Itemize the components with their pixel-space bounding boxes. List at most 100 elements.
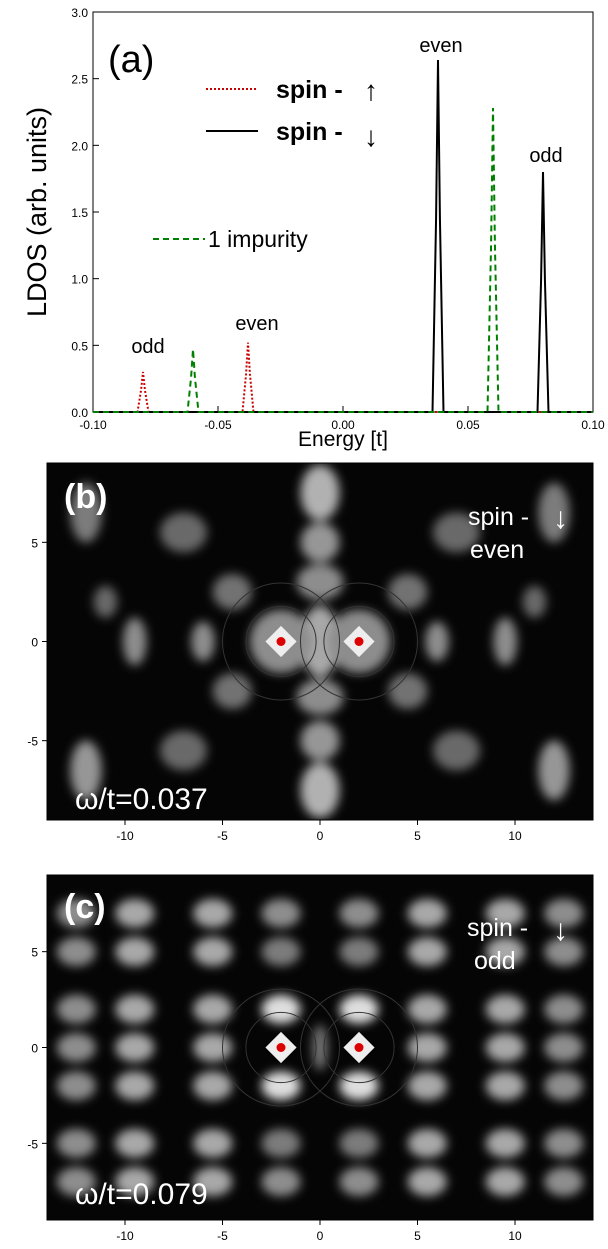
intensity-blob (407, 1167, 447, 1197)
intensity-blob (544, 1167, 584, 1197)
y-tick-label-a: 2.0 (71, 139, 88, 153)
y-tick-label-a: 0.0 (71, 406, 88, 420)
y-tick-label-b: 0 (31, 636, 38, 650)
x-tick-label-a: 0.00 (331, 418, 355, 432)
intensity-blob (339, 898, 379, 928)
x-tick-label-a: 0.10 (581, 418, 605, 432)
intensity-blob (538, 482, 570, 543)
y-tick-label-c: 0 (31, 1042, 38, 1056)
intensity-blob (193, 1033, 233, 1062)
y-tick-label-c: 5 (31, 946, 38, 960)
intensity-blob (300, 720, 340, 761)
y-ticks-c: 5 0 -5 (27, 946, 47, 1151)
x-tick-label-a: -0.05 (204, 418, 232, 432)
intensity-blob (300, 762, 340, 819)
intensity-blob (56, 937, 96, 967)
intensity-blob (485, 898, 525, 928)
panel-label-a: (a) (108, 39, 154, 81)
heatmap-intensity-b (70, 464, 570, 819)
x-axis-label-a: Energy [t] (298, 428, 388, 451)
intensity-blob (407, 1071, 447, 1101)
intensity-blob (56, 1128, 96, 1158)
spin-label-b: spin - (468, 503, 529, 531)
y-tick-label-b: -5 (27, 735, 38, 749)
intensity-blob (56, 1071, 96, 1101)
intensity-blob (115, 1033, 155, 1062)
series-line-a-1 (93, 59, 593, 413)
impurity-dot (354, 1043, 364, 1052)
x-tick-label-a: -0.10 (79, 418, 107, 432)
intensity-blob (544, 1071, 584, 1101)
annotation-odd-left: odd (131, 336, 164, 358)
x-tick-label-c: -10 (116, 1229, 134, 1243)
x-tick-label-a: 0.05 (456, 418, 480, 432)
intensity-blob (300, 464, 340, 521)
impurity-dot (276, 637, 286, 646)
intensity-blob (193, 1071, 233, 1101)
x-ticks-a: -0.10 -0.05 0.00 0.05 0.10 (79, 406, 605, 432)
intensity-blob (425, 621, 449, 662)
intensity-blob (433, 512, 480, 553)
intensity-blob (261, 1071, 301, 1101)
x-tick-label-b: 5 (414, 829, 421, 843)
annotation-even-left: even (235, 313, 278, 335)
intensity-blob (544, 937, 584, 967)
x-tick-label-c: -5 (217, 1229, 228, 1243)
intensity-blob (115, 937, 155, 967)
legend-label-spin-up: spin - (276, 76, 343, 104)
intensity-blob (388, 574, 428, 610)
intensity-blob (300, 605, 340, 678)
legend-label-spin-down: spin - (276, 118, 343, 146)
panel-a: 0.0 0.5 1.0 1.5 2.0 2.5 3.0 -0.10 -0.05 0.00 0.05… (22, 6, 605, 451)
intensity-blob (544, 1128, 584, 1158)
y-tick-label-a: 1.0 (71, 273, 88, 287)
intensity-blob (123, 617, 147, 666)
parity-label-c: odd (474, 947, 516, 975)
contour-ring (245, 605, 317, 678)
intensity-blob (70, 740, 102, 801)
panel-b: 5 0 -5 -10 -5 0 5 10 (b) spin - ↓ even ω/t=0.0… (27, 462, 594, 843)
intensity-blob (93, 585, 118, 618)
panel-label-c: (c) (64, 888, 106, 926)
y-tick-label-a: 1.5 (71, 206, 88, 220)
intensity-blob (261, 898, 301, 928)
intensity-blob (70, 482, 102, 543)
impurity-dot (354, 637, 364, 646)
intensity-blob (261, 1128, 301, 1158)
intensity-blob (407, 898, 447, 928)
intensity-blob (485, 1033, 525, 1062)
intensity-blob (485, 937, 525, 967)
intensity-blob (193, 898, 233, 928)
parity-label-b: even (470, 536, 524, 564)
spin-label-c: spin - (467, 914, 528, 942)
spin-arrow-c: ↓ (553, 914, 568, 947)
intensity-blob (261, 937, 301, 967)
intensity-blob (193, 937, 233, 967)
x-tick-label-b: -10 (116, 829, 134, 843)
x-ticks-b: -10 -5 0 5 10 (116, 820, 522, 843)
intensity-blob (485, 994, 525, 1024)
intensity-blob (407, 994, 447, 1024)
intensity-blob (160, 512, 207, 553)
annotation-odd-right: odd (529, 145, 562, 167)
x-tick-label-b: -5 (217, 829, 228, 843)
intensity-blob (388, 673, 428, 709)
legend-a: spin - ↑ spin - ↓ 1 impurity (153, 75, 378, 252)
contour-ring (323, 605, 395, 678)
intensity-blob (300, 522, 340, 563)
intensity-blob (544, 994, 584, 1024)
intensity-blob (485, 1167, 525, 1197)
y-ticks-a: 0.0 0.5 1.0 1.5 2.0 2.5 3.0 (71, 6, 99, 420)
impurities-c (265, 1031, 375, 1064)
series-line-a-2 (93, 107, 593, 413)
plot-frame-a (92, 11, 594, 413)
contour-ring (323, 1011, 395, 1084)
contour-ring (222, 988, 340, 1107)
intensity-blob (544, 1033, 584, 1062)
omega-label-b: ω/t=0.037 (75, 783, 208, 816)
intensity-blob (115, 1167, 155, 1197)
panel-label-b: (b) (64, 478, 107, 516)
x-ticks-c: -10 -5 0 5 10 (116, 1220, 522, 1243)
ring-contours-c (222, 988, 418, 1107)
contour-ring (300, 582, 418, 701)
